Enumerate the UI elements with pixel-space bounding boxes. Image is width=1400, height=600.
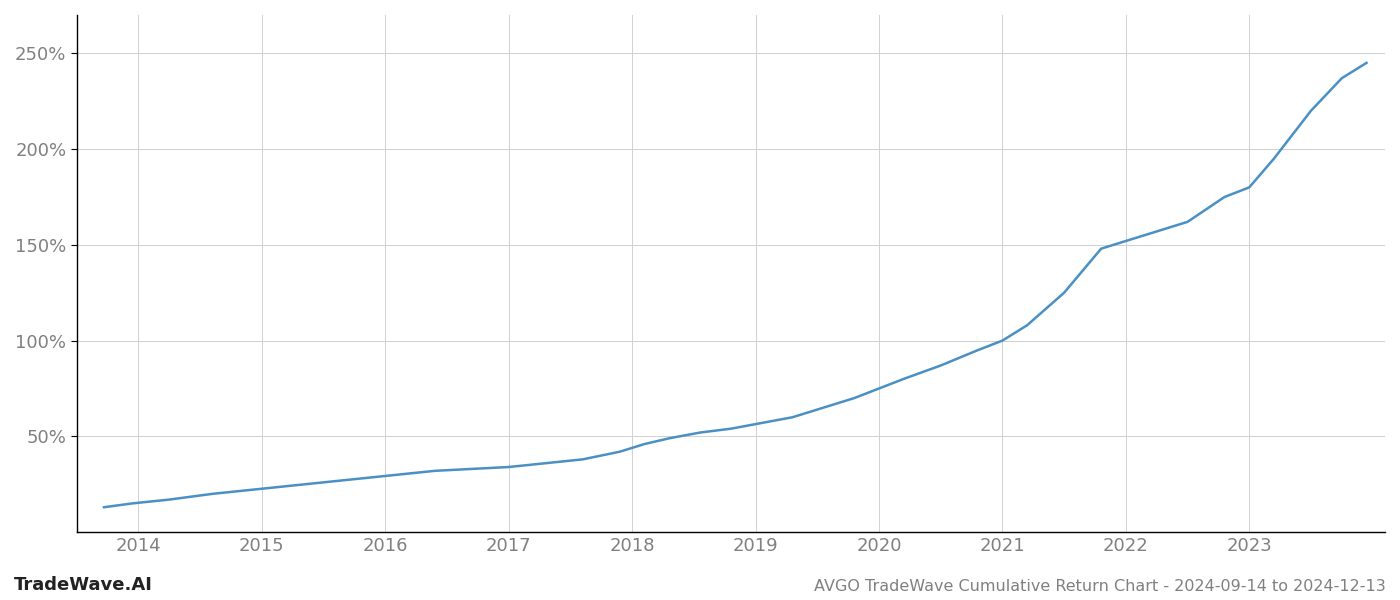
Text: TradeWave.AI: TradeWave.AI <box>14 576 153 594</box>
Text: AVGO TradeWave Cumulative Return Chart - 2024-09-14 to 2024-12-13: AVGO TradeWave Cumulative Return Chart -… <box>815 579 1386 594</box>
